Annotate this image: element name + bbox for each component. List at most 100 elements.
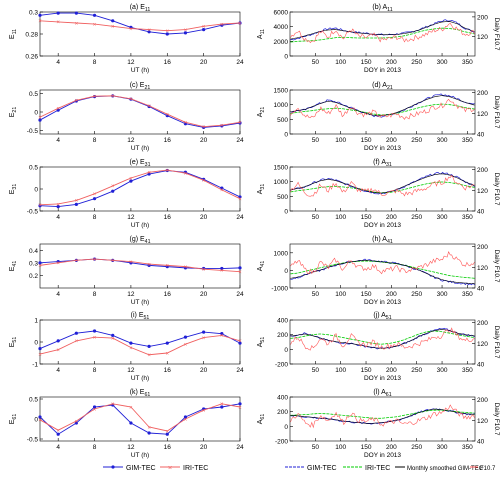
data-point-gim <box>220 266 224 271</box>
series-line-iri <box>39 334 241 356</box>
data-point-iri: × <box>202 336 206 342</box>
data-point-gim <box>56 11 60 15</box>
y-axis-label: A21 <box>257 107 266 118</box>
y2-tick-label: 120 <box>477 111 488 118</box>
data-point-gim <box>111 189 115 193</box>
y-tick-label: 1500 <box>274 165 289 172</box>
legend-right-f107-label: F10.7 <box>480 466 496 472</box>
panel-title: (d) A21 <box>372 82 393 91</box>
data-point-iri: × <box>220 22 224 28</box>
y-axis-label: E31 <box>9 184 18 195</box>
data-point-iri: × <box>129 27 133 33</box>
y2-axis-label: Daily F10.7 <box>493 403 500 436</box>
data-point-iri: × <box>111 184 115 190</box>
plot-frame <box>39 89 241 135</box>
data-point-iri: × <box>56 202 60 208</box>
y-tick-label: 0.28 <box>25 32 38 39</box>
data-point-iri: × <box>202 179 206 185</box>
data-point-gim <box>238 195 242 199</box>
x-axis-label: UT (h) <box>131 67 149 74</box>
y-tick-label: 0 <box>34 110 38 117</box>
x-tick-label: 200 <box>386 214 397 221</box>
plot-frame <box>39 319 241 365</box>
x-tick-label: 8 <box>93 137 97 144</box>
data-point-iri: × <box>202 409 206 415</box>
x-tick-label: 200 <box>386 137 397 144</box>
x-tick-label: 16 <box>164 291 172 298</box>
panel-title: (k) E61 <box>130 389 151 398</box>
panel-a21: (d) A21 0 500 1000 1500 50 100 150 200 250 300 350 A… <box>257 82 500 152</box>
y2-tick-label: 200 <box>477 167 488 174</box>
data-point-iri: × <box>166 429 170 435</box>
series-line-gim <box>39 258 241 269</box>
series-line-f107 <box>290 327 475 351</box>
data-point-gim <box>92 13 97 17</box>
y-tick-label: -0.5 <box>27 209 39 216</box>
y2-axis-label: Daily F10.7 <box>493 173 500 206</box>
x-tick-label: 4 <box>56 59 60 66</box>
data-point-iri: × <box>147 262 151 268</box>
data-point-gim <box>38 261 42 265</box>
x-tick-label: 16 <box>164 444 172 451</box>
y2-tick-label: 120 <box>477 188 488 195</box>
x-tick-label: 50 <box>312 137 320 144</box>
x-tick-label: 12 <box>127 59 135 66</box>
data-point-iri: × <box>56 261 60 267</box>
y-tick-label: 0.3 <box>29 260 38 267</box>
series-line-f107 <box>290 98 475 120</box>
data-point-iri: × <box>38 19 42 25</box>
data-point-gim <box>238 266 242 270</box>
data-point-gim <box>38 13 42 17</box>
data-point-iri: × <box>111 336 115 342</box>
data-point-gim <box>38 118 42 122</box>
y2-tick-label: 40 <box>477 439 485 446</box>
y-tick-label: 500 <box>277 117 288 124</box>
series-line-iri <box>290 27 475 43</box>
x-axis-label: DOY in 2013 <box>364 452 401 459</box>
data-point-gim <box>129 341 133 345</box>
data-point-iri: × <box>220 124 224 130</box>
data-point-gim <box>56 205 60 209</box>
series-line-gim <box>39 95 241 128</box>
x-tick-label: 300 <box>437 59 448 66</box>
data-point-gim <box>38 347 42 351</box>
data-point-gim <box>74 331 78 335</box>
y-tick-label: 500 <box>277 194 288 201</box>
data-point-iri: × <box>184 121 188 127</box>
x-axis-label: UT (h) <box>131 375 149 382</box>
y2-tick-label: 200 <box>477 14 488 21</box>
data-point-iri: × <box>129 346 133 352</box>
x-tick-label: 350 <box>462 59 473 66</box>
x-tick-label: 100 <box>335 59 346 66</box>
y2-axis-label: Daily F10.7 <box>493 250 500 283</box>
series-line-iri <box>39 20 241 32</box>
data-point-iri: × <box>238 270 242 276</box>
x-tick-label: 8 <box>93 444 97 451</box>
data-point-gim <box>202 330 206 334</box>
x-tick-label: 250 <box>411 367 422 374</box>
data-point-gim <box>220 405 224 409</box>
data-point-gim <box>129 179 133 183</box>
plot-frame <box>289 89 476 135</box>
y2-tick-label: 120 <box>477 418 488 425</box>
x-tick-label: 350 <box>462 444 473 451</box>
x-tick-label: 16 <box>164 137 172 144</box>
panel-a61: (l) A61 -200 0 200 400 50 100 150 200 250 300 350 A6… <box>257 389 500 459</box>
x-axis-label: DOY in 2013 <box>364 299 401 306</box>
x-tick-label: 350 <box>462 291 473 298</box>
x-tick-label: 250 <box>411 444 422 451</box>
data-point-iri: × <box>184 28 188 34</box>
data-point-iri: × <box>238 21 242 27</box>
data-point-iri: × <box>238 121 242 127</box>
plot-frame <box>39 166 241 212</box>
series-line-smooth <box>290 259 475 284</box>
y-tick-label: -200 <box>275 439 288 446</box>
y-axis-label: E11 <box>9 29 18 39</box>
panel-title: (l) A61 <box>373 389 391 398</box>
data-point-iri: × <box>93 407 97 413</box>
data-point-iri: × <box>220 334 224 340</box>
data-point-iri: × <box>220 402 224 408</box>
y-tick-label: 0 <box>34 187 38 194</box>
x-tick-label: 12 <box>127 291 135 298</box>
data-point-gim <box>183 415 188 419</box>
